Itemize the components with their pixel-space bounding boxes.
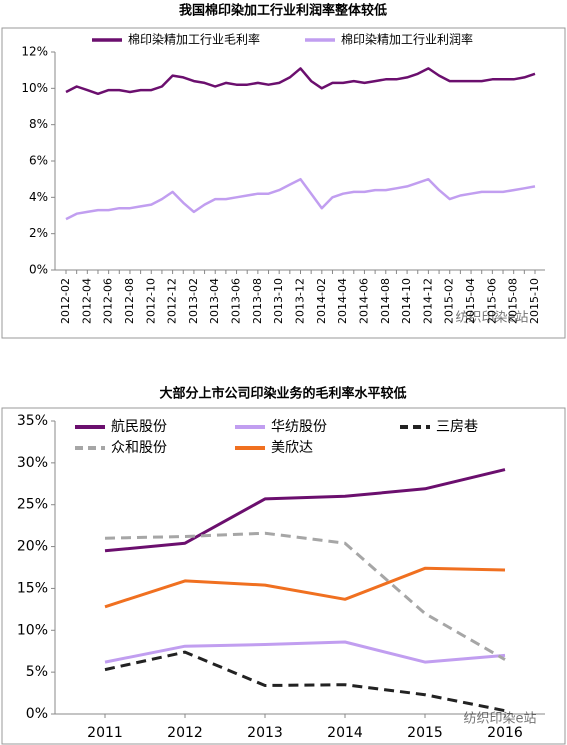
y-tick-label: 35% — [17, 413, 48, 429]
watermark: 纺织印染e站 — [456, 311, 529, 326]
y-tick-label: 4% — [29, 190, 48, 204]
series-line — [104, 566, 506, 609]
x-tick-label: 2014-04 — [336, 278, 349, 324]
x-tick-label: 2015-02 — [443, 278, 456, 324]
series-line — [104, 468, 506, 553]
series-line — [65, 67, 536, 96]
x-tick-label: 2013-06 — [230, 278, 243, 324]
x-tick-label: 2014-08 — [379, 278, 392, 324]
chart-title: 我国棉印染加工行业利润率整体较低 — [179, 3, 387, 19]
x-tick-label: 2013-02 — [187, 278, 200, 324]
series-line — [104, 650, 506, 713]
x-tick-label: 2012-08 — [123, 278, 136, 324]
y-tick-label: 12% — [21, 45, 48, 59]
x-tick-label: 2015-08 — [507, 278, 520, 324]
series-line — [65, 177, 536, 221]
watermark: 纺织印染e站 — [464, 712, 537, 727]
y-tick-label: 0% — [26, 706, 48, 722]
y-tick-label: 30% — [17, 455, 48, 471]
y-tick-label: 6% — [29, 154, 48, 168]
legend-label: 华纺股份 — [271, 419, 327, 435]
x-tick-label: 2014-02 — [315, 278, 328, 324]
x-tick-label: 2013-10 — [272, 278, 285, 324]
chart-frame — [1, 407, 566, 745]
x-tick-label: 2013-08 — [251, 278, 264, 324]
y-tick-label: 10% — [21, 81, 48, 95]
y-tick-label: 2% — [29, 226, 48, 240]
x-tick-label: 2016 — [487, 725, 523, 741]
chart-title: 大部分上市公司印染业务的毛利率水平较低 — [159, 386, 406, 402]
x-tick-label: 2014-06 — [357, 278, 370, 324]
legend-label: 航民股份 — [111, 419, 167, 435]
x-tick-label: 2012-10 — [144, 278, 157, 324]
y-tick-label: 8% — [29, 117, 48, 131]
y-tick-label: 25% — [17, 497, 48, 513]
legend-label: 三房巷 — [436, 419, 478, 435]
x-tick-label: 2012-12 — [166, 278, 179, 324]
legend-label: 棉印染精加工行业毛利率 — [128, 32, 260, 47]
legend-label: 众和股份 — [111, 440, 167, 456]
x-tick-label: 2012-02 — [59, 278, 72, 324]
x-tick-label: 2014-10 — [400, 278, 413, 324]
series-line — [104, 531, 506, 661]
series-line — [104, 640, 506, 664]
y-tick-label: 20% — [17, 539, 48, 555]
y-tick-label: 0% — [29, 263, 48, 277]
x-tick-label: 2012-06 — [102, 278, 115, 324]
x-tick-label: 2015 — [407, 725, 443, 741]
x-tick-label: 2013-04 — [208, 278, 221, 324]
x-tick-label: 2014 — [327, 725, 363, 741]
x-tick-label: 2015-06 — [485, 278, 498, 324]
y-tick-label: 5% — [26, 664, 48, 680]
x-tick-label: 2013-12 — [294, 278, 307, 324]
legend-label: 美欣达 — [271, 440, 313, 456]
legend-label: 棉印染精加工行业利润率 — [341, 32, 473, 47]
y-tick-label: 15% — [17, 580, 48, 596]
x-tick-label: 2011 — [87, 725, 123, 741]
x-tick-label: 2013 — [247, 725, 283, 741]
x-tick-label: 2015-10 — [528, 278, 541, 324]
x-tick-label: 2012 — [167, 725, 203, 741]
chart-frame — [1, 27, 566, 339]
x-tick-label: 2014-12 — [421, 278, 434, 324]
x-tick-label: 2012-04 — [80, 278, 93, 324]
x-tick-label: 2015-04 — [464, 278, 477, 324]
y-tick-label: 10% — [17, 622, 48, 638]
